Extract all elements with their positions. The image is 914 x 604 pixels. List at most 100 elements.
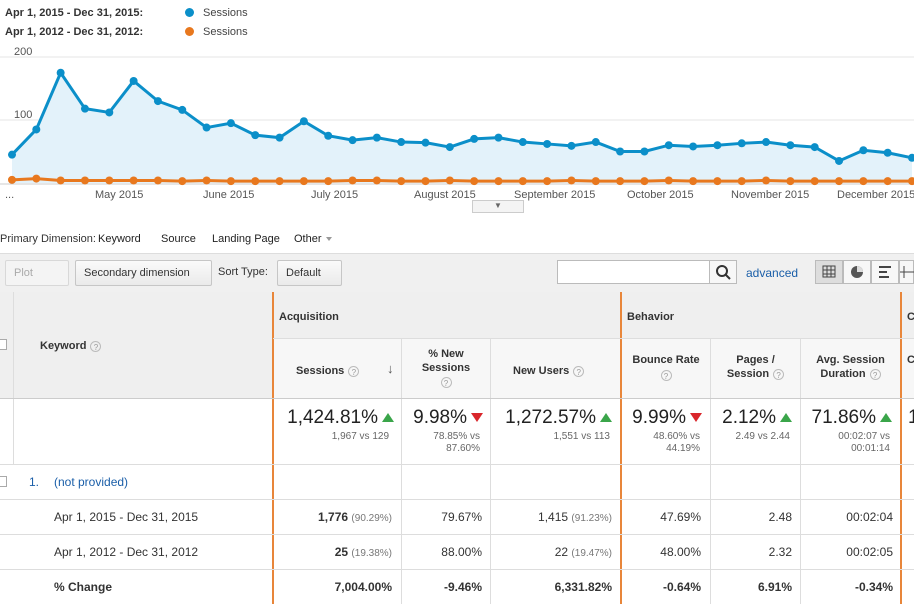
series-previous-point [567,176,576,185]
series-current-point [129,76,138,85]
series-previous-point [762,176,771,185]
keyword-header[interactable]: Keyword? [40,339,102,353]
dimension-source[interactable]: Source [161,233,196,245]
series-current-point [883,148,892,157]
x-tick-label: July 2015 [311,189,358,201]
series-previous-point [105,176,114,185]
row-new-sessions: 88.00% [441,545,482,559]
total-avg-duration-compare: 00:02:07 vs 00:01:14 [838,431,890,454]
series-current-point [810,143,819,152]
total-new-sessions-change: 9.98% [413,407,483,429]
acquisition-group-header: Acquisition [279,311,339,323]
total-conversions-change: 1 [908,407,914,428]
total-bounce-rate-compare: 48.60% vs 44.19% [653,431,700,454]
avg-session-duration-header[interactable]: Avg. Session Duration? [816,354,885,380]
row-bounce-rate: 47.69% [660,510,701,524]
series-current-point [32,125,41,134]
pages-per-session-header[interactable]: Pages / Session? [711,353,800,381]
help-icon[interactable]: ? [573,365,585,377]
series-previous-point [80,176,89,185]
series-previous-point [543,177,552,186]
dimension-keyword[interactable]: Keyword [98,233,141,245]
series-current-line [10,69,913,163]
search-button[interactable] [709,260,737,284]
percentage-view-button[interactable] [843,260,871,284]
series-current-point [372,133,381,142]
table-search-input[interactable] [557,260,710,284]
arrow-up-icon [880,413,892,423]
row-pages: 6.91% [757,580,792,594]
keyword-not-provided-link[interactable]: (not provided) [54,475,129,489]
behavior-group-header: Behavior [627,311,675,323]
arrow-up-icon [600,413,612,423]
bar-list-icon [879,266,891,278]
legend-dot-current [185,8,194,17]
help-icon[interactable]: ? [869,368,881,380]
metric-header-row [273,338,914,398]
chart-collapse-handle[interactable]: ▼ [472,200,524,213]
legend-label-current: Sessions [203,7,248,19]
legend-label-previous: Sessions [203,26,248,38]
row-checkbox[interactable] [0,476,7,487]
series-previous-point [421,177,430,186]
help-icon[interactable]: ? [660,370,672,382]
conversions-group-header: C [907,311,914,323]
series-current-point [567,141,576,150]
row-index: 1. [29,475,40,489]
data-view-button[interactable] [815,260,843,284]
help-icon[interactable]: ? [348,365,360,377]
select-all-checkbox[interactable] [0,339,7,350]
series-previous-line [11,177,912,183]
dimension-landing-page[interactable]: Landing Page [212,233,280,245]
sort-type-dropdown[interactable]: Default [277,260,342,300]
series-current-point [324,131,333,140]
series-current-point [275,133,284,142]
series-current-point [153,97,162,106]
bounce-rate-header[interactable]: Bounce Rate? [632,354,700,382]
series-previous-point [275,177,284,186]
series-previous-point [153,176,162,185]
series-previous-point [591,177,600,186]
plot-rows-button[interactable]: Plot Rows [5,260,69,303]
series-current-point [616,147,625,156]
advanced-link[interactable]: advanced [746,266,799,280]
x-tick-label: ... [5,189,14,201]
performance-view-button[interactable] [871,260,899,284]
row-bounce-rate: -0.64% [662,580,701,594]
comparison-icon [900,266,914,278]
sessions-header[interactable]: Sessions? [296,364,360,378]
x-tick-label: August 2015 [414,189,476,201]
conversions-header[interactable]: C [907,354,914,366]
arrow-up-icon [382,413,394,423]
series-current-point [397,138,406,147]
help-icon[interactable]: ? [773,368,785,380]
series-current-point [835,156,844,165]
new-sessions-header[interactable]: % New Sessions? [421,348,471,388]
series-previous-point [251,177,260,186]
total-new-sessions-compare: 78.85% vs 87.60% [433,431,480,454]
series-current-point [178,105,187,114]
dimension-other[interactable]: Other [294,233,332,245]
series-previous-point [883,177,892,186]
help-icon[interactable]: ? [440,376,452,388]
row-new-users: 22 (19.47%) [554,545,612,559]
row-new-users: 6,331.82% [554,580,612,594]
secondary-dimension-dropdown[interactable]: Secondary dimension [75,260,212,300]
series-current-point [713,141,722,150]
series-previous-point [445,176,454,185]
series-previous-point [859,177,868,186]
sort-desc-arrow-icon[interactable]: ↓ [387,361,394,376]
row-avg-duration: -0.34% [854,580,893,594]
series-previous-point [397,177,406,186]
row-sessions: 1,776 (90.29%) [318,510,392,524]
search-icon [716,265,731,280]
series-current-point [8,150,16,159]
series-previous-point [908,177,914,186]
triangle-down-icon: ▼ [494,201,502,210]
series-current-point [859,146,868,155]
new-users-header[interactable]: New Users? [513,364,585,378]
comparison-view-button[interactable] [899,260,914,284]
series-previous-point [640,177,649,186]
series-current-point [737,139,746,148]
help-icon[interactable]: ? [90,340,102,352]
